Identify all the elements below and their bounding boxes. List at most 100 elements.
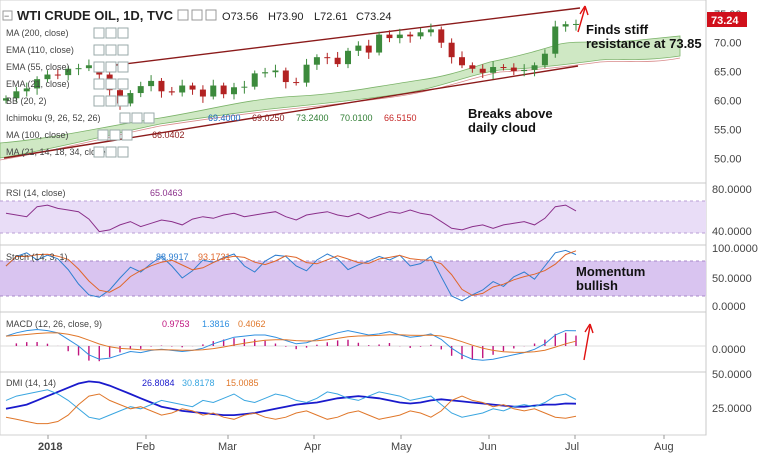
candle <box>199 85 206 103</box>
rsi-value: 65.0463 <box>150 188 183 198</box>
ohlc-high: H73.90 <box>268 11 303 23</box>
legend-settings-icon[interactable] <box>119 112 131 124</box>
macd-line <box>5 328 577 361</box>
legend-settings-icon[interactable] <box>117 44 129 56</box>
candle <box>365 39 372 59</box>
price-pane[interactable]: Finds stiff resistance at 73.85 Breaks a… <box>0 5 702 161</box>
legend-settings-icon[interactable] <box>105 44 117 56</box>
candle <box>386 30 393 43</box>
stoch-d-value: 93.1731 <box>198 252 231 262</box>
indicator-legend-item[interactable]: MA (200, close) <box>6 27 129 39</box>
candle <box>158 78 165 98</box>
candle <box>3 95 9 104</box>
candle <box>490 61 497 80</box>
dmi-minus-value: 15.0085 <box>226 378 259 388</box>
svg-text:73.24: 73.24 <box>711 15 739 27</box>
legend-settings-icon[interactable] <box>121 129 133 141</box>
indicator-value: 70.0100 <box>340 113 373 123</box>
candle <box>282 67 289 89</box>
candlesticks <box>3 19 579 110</box>
legend-settings-icon[interactable] <box>93 146 105 158</box>
legend-settings-icon[interactable] <box>143 112 155 124</box>
legend-settings-icon[interactable] <box>109 129 121 141</box>
legend-settings-icon[interactable] <box>105 146 117 158</box>
resistance-annotation: Finds stiff resistance at 73.85 <box>586 22 702 51</box>
dmi-tick-50: 50.0000 <box>712 369 752 381</box>
ichimoku-cloud <box>0 35 681 159</box>
legend-settings-icon[interactable] <box>105 27 117 39</box>
price-tick: 70.00 <box>714 38 742 50</box>
legend-settings-icon[interactable] <box>117 61 129 73</box>
legend-settings-icon[interactable] <box>105 78 117 90</box>
indicator-legend-item[interactable]: Ichimoku (9, 26, 52, 26) 69.4000 69.0250 73… <box>6 112 417 124</box>
candle <box>210 79 217 100</box>
candle <box>334 51 341 68</box>
chart-header: − WTI CRUDE OIL, 1D, TVC O73.56 H73.90 L… <box>2 8 391 23</box>
dmi-tick-25: 25.0000 <box>712 403 752 415</box>
collapse-icon[interactable]: − <box>4 11 9 21</box>
candle <box>541 49 548 69</box>
legend-settings-icon[interactable] <box>117 27 129 39</box>
dmi-pane[interactable]: DMI (14, 14) 26.8084 30.8178 15.0085 50.… <box>5 369 752 425</box>
candle <box>562 21 569 32</box>
macd-up-arrow <box>583 323 594 361</box>
header-icons[interactable] <box>177 9 217 21</box>
candle <box>313 54 320 70</box>
time-tick: Jul <box>565 441 579 453</box>
indicator-legend-item[interactable]: EMA (110, close) <box>6 44 129 56</box>
price-tick: 65.00 <box>714 67 742 79</box>
ohlc-low: L72.61 <box>314 11 348 23</box>
indicator-legend-item[interactable]: EMA (21, close) <box>6 78 129 90</box>
legend-settings-icon[interactable] <box>97 129 109 141</box>
legend-settings-icon[interactable] <box>117 78 129 90</box>
rsi-line <box>5 204 577 233</box>
macd-pane[interactable]: MACD (12, 26, close, 9) 0.9753 1.3816 0.… <box>0 319 746 362</box>
candle <box>148 75 155 92</box>
indicator-value: 69.0250 <box>252 113 285 123</box>
cloud-annotation: Breaks above daily cloud <box>468 106 556 135</box>
legend-settings-icon[interactable] <box>93 78 105 90</box>
resistance-line-2: resistance at 73.85 <box>586 36 702 51</box>
dmi-label: DMI (14, 14) <box>6 378 56 388</box>
legend-settings-icon[interactable] <box>105 95 117 107</box>
legend-settings-icon[interactable] <box>117 95 129 107</box>
legend-settings-icon[interactable] <box>93 27 105 39</box>
candle <box>241 80 248 94</box>
candle <box>521 64 528 77</box>
legend-settings-icon[interactable] <box>105 61 117 73</box>
legend-settings-icon[interactable] <box>93 44 105 56</box>
collapse-button[interactable] <box>2 10 13 21</box>
legend-settings-icon[interactable] <box>93 61 105 73</box>
indicator-value: 66.0402 <box>152 130 185 140</box>
candle <box>396 28 403 44</box>
indicator-label: MA (21, 14, 18, 34, close) <box>6 147 109 157</box>
candle <box>137 81 144 98</box>
candle <box>469 62 476 73</box>
last-price-label: 73.24 <box>707 12 747 27</box>
candle <box>376 31 383 56</box>
dmi-plus-value: 30.8178 <box>182 378 215 388</box>
legend-settings-icon[interactable] <box>131 112 143 124</box>
indicator-legend-item[interactable]: MA (21, 14, 18, 34, close) <box>6 146 129 158</box>
rsi-pane[interactable]: RSI (14, close) 65.0463 80.0000 40.0000 <box>0 184 752 238</box>
stoch-tick-100: 100.0000 <box>712 243 758 255</box>
stoch-tick-50: 50.0000 <box>712 273 752 285</box>
indicator-label: EMA (55, close) <box>6 62 70 72</box>
dmi-adx-line <box>5 380 577 416</box>
legend-settings-icon[interactable] <box>117 146 129 158</box>
macd-line-value: 1.3816 <box>202 319 230 329</box>
legend-settings-icon[interactable] <box>93 95 105 107</box>
symbol-title[interactable]: WTI CRUDE OIL, 1D, TVC <box>17 8 174 23</box>
indicator-legend-item[interactable]: MA (100, close) 66.0402 <box>6 129 185 141</box>
candle <box>251 70 258 90</box>
candle <box>355 41 362 57</box>
time-tick: Jun <box>479 441 497 453</box>
candle <box>500 64 507 71</box>
indicator-legend-item[interactable]: EMA (55, close) <box>6 61 129 73</box>
stoch-pane[interactable]: Stoch (14, 3, 1) 88.9917 93.1731 Momentu… <box>0 243 758 313</box>
time-axis[interactable]: 2018 Feb Mar Apr May Jun Jul Aug <box>38 435 674 453</box>
rsi-tick-40: 40.0000 <box>712 226 752 238</box>
candle <box>85 59 92 72</box>
indicator-legend-item[interactable]: BB (20, 2) <box>6 95 129 107</box>
